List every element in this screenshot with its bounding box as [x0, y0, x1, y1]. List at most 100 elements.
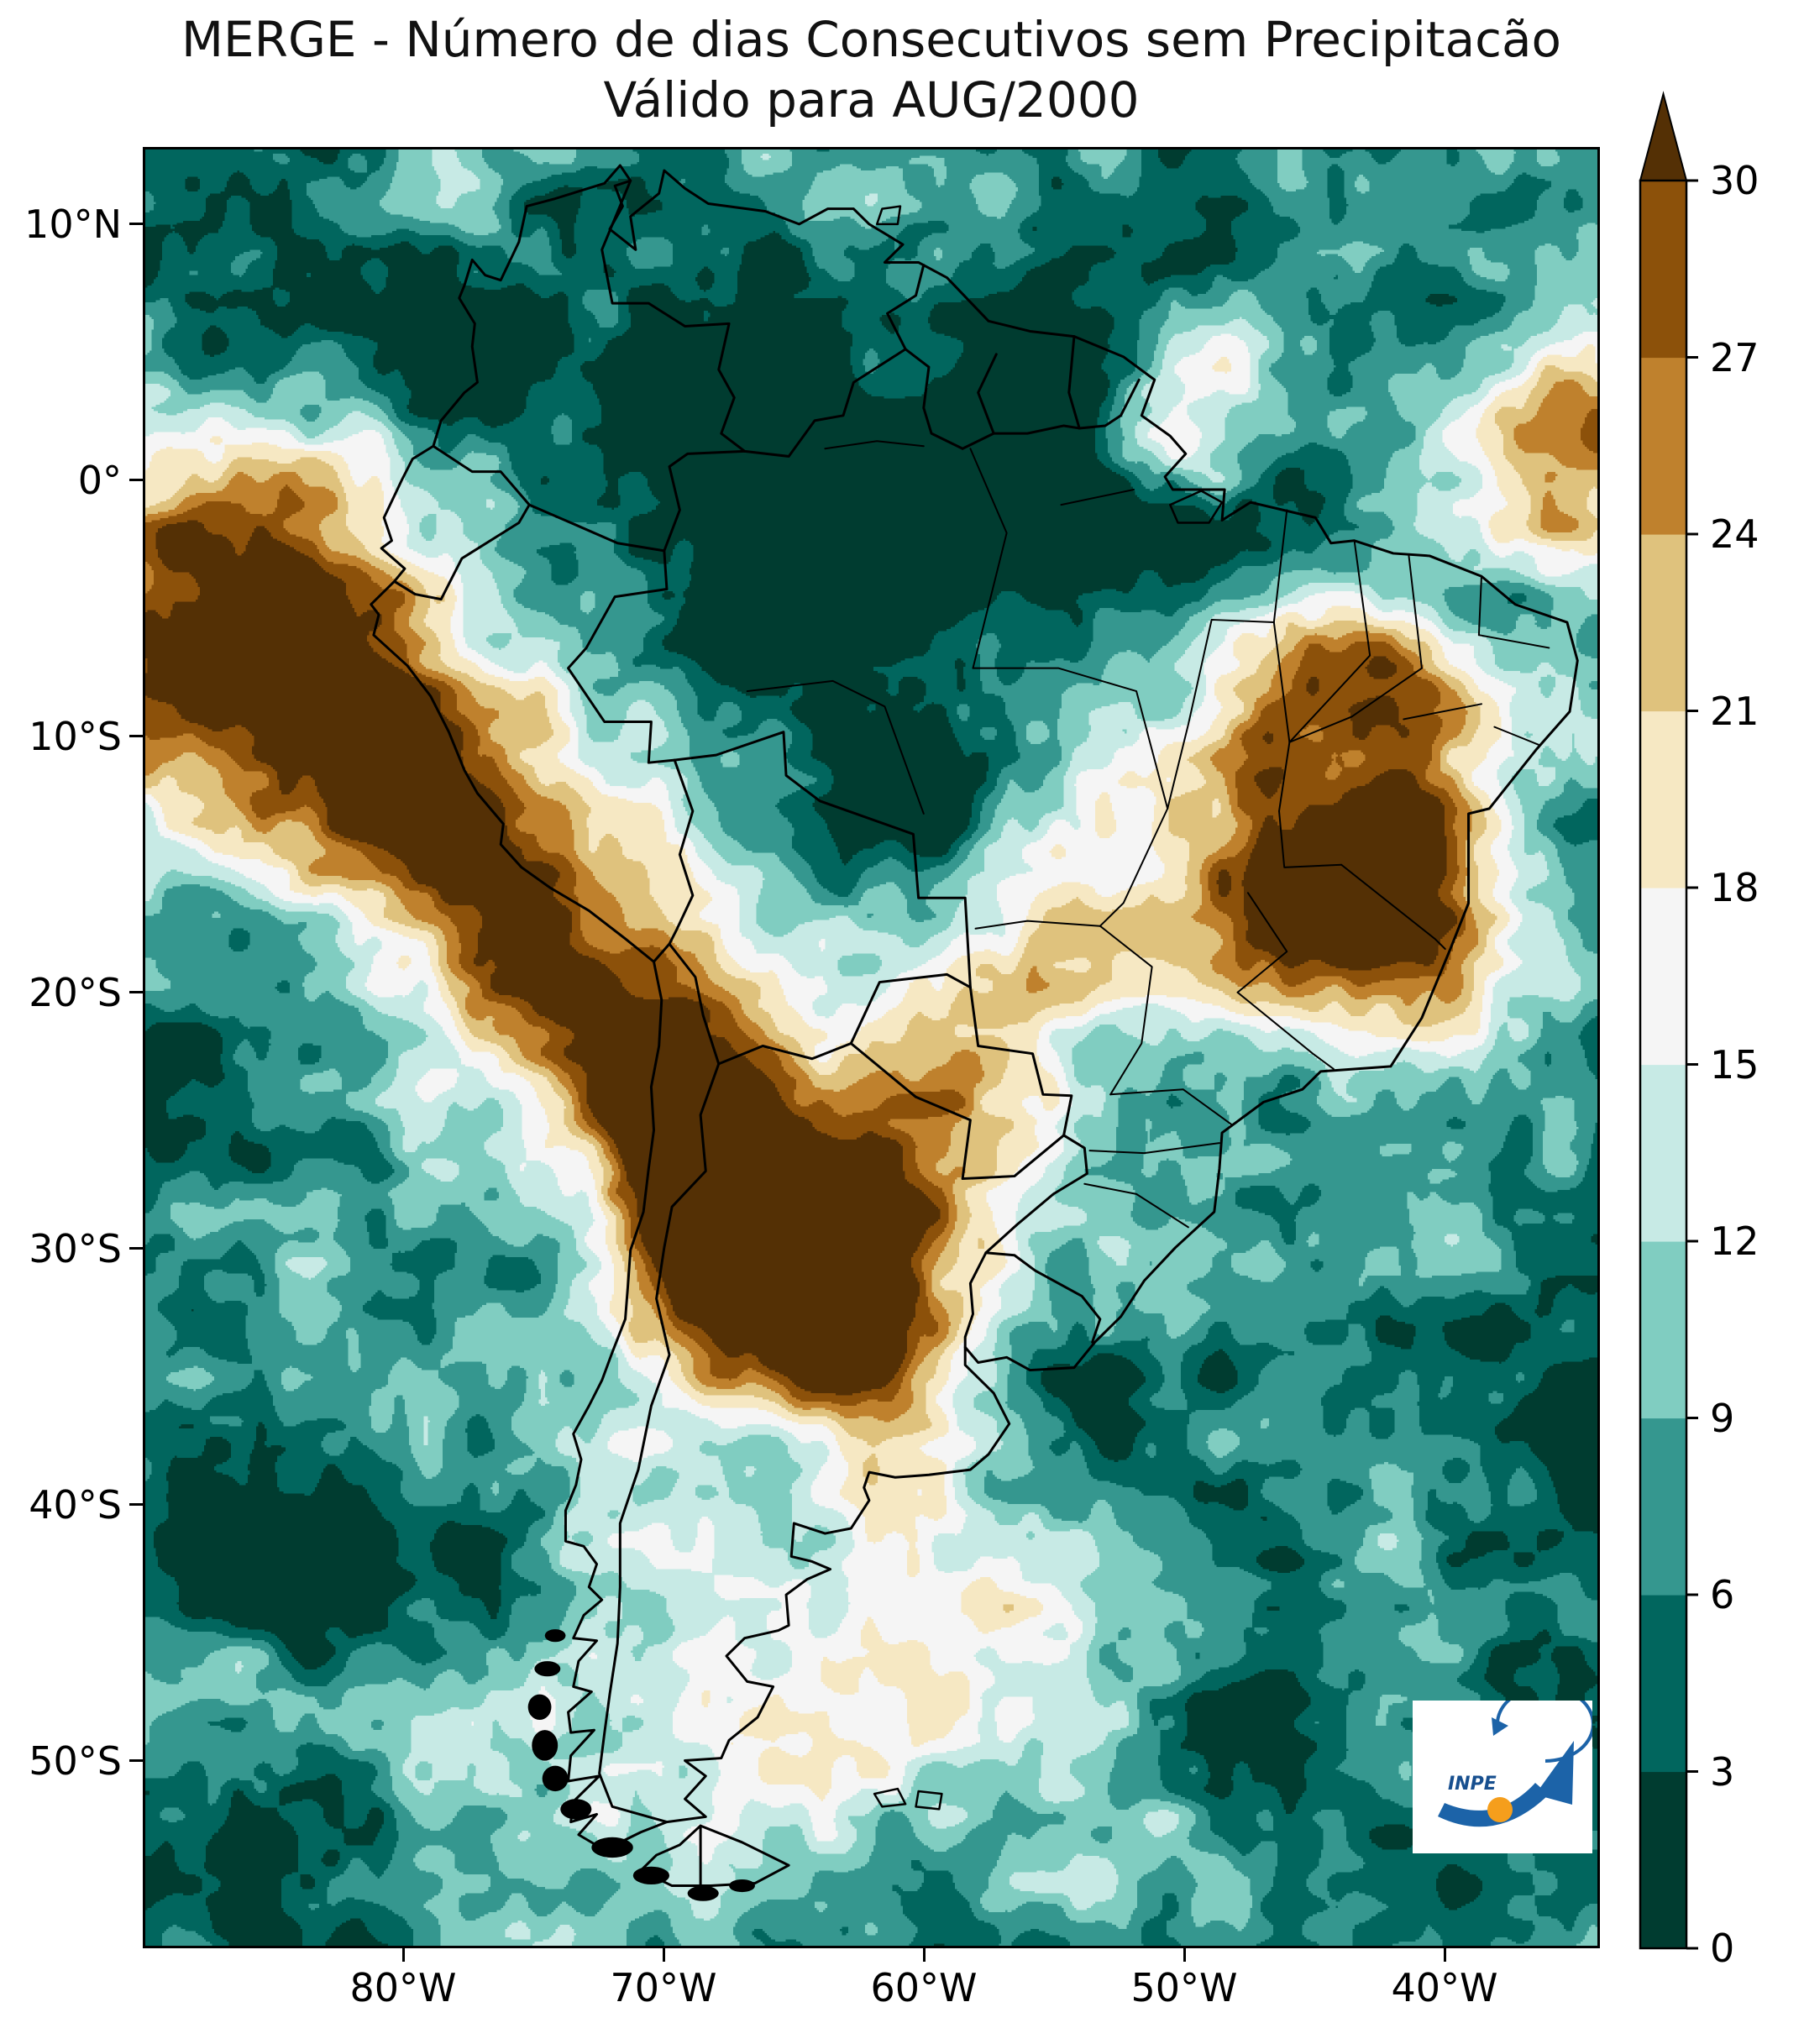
x-tick-mark: [1183, 1948, 1186, 1962]
border-line: [668, 942, 721, 1066]
y-tick-label: 10°S: [29, 713, 122, 759]
y-tick-mark: [129, 1503, 143, 1506]
border-line: [1477, 634, 1550, 649]
border-line: [1099, 807, 1169, 927]
logo-text: INPE: [1448, 1774, 1497, 1795]
x-tick-label: 50°W: [1130, 1965, 1238, 2010]
fjord-island: [534, 1661, 561, 1677]
y-tick-mark: [129, 735, 143, 737]
x-tick-label: 40°W: [1391, 1965, 1498, 2010]
logo-swoosh-arrow-shaft: [1438, 1783, 1549, 1827]
border-line: [653, 758, 695, 963]
colorbar-segment: [1640, 1771, 1686, 1949]
border-line: [1083, 1182, 1189, 1229]
colorbar-extend-arrow: [1639, 91, 1688, 181]
y-tick-mark: [129, 1759, 143, 1762]
border-line: [1236, 892, 1288, 993]
border-line: [432, 444, 531, 506]
colorbar-segment: [1640, 357, 1686, 535]
border-line: [1167, 618, 1213, 810]
fjord-island: [729, 1879, 755, 1893]
x-tick-mark: [1443, 1948, 1446, 1962]
logo-orbit-arrowhead: [1492, 1717, 1508, 1736]
y-tick-mark: [129, 991, 143, 993]
border-line: [567, 587, 676, 764]
y-tick-label: 10°N: [24, 201, 122, 247]
x-tick-label: 70°W: [610, 1965, 717, 2010]
fjord-island: [532, 1730, 559, 1761]
border-line: [984, 1251, 1102, 1344]
border-line: [968, 986, 1073, 1137]
chart-title: MERGE - Número de dias Consecutivos sem …: [181, 11, 1562, 68]
border-line: [974, 920, 1101, 930]
border-line: [673, 731, 972, 989]
border-line: [1278, 810, 1343, 868]
logo-swoosh-arrowhead: [1535, 1741, 1574, 1805]
colorbar-tick-label: 27: [1710, 334, 1759, 380]
border-line: [963, 1251, 988, 1349]
logo-orbit-arc: [1495, 1685, 1595, 1763]
border-line: [1477, 575, 1482, 637]
border-line: [824, 440, 925, 450]
fjord-island: [542, 1765, 569, 1792]
border-line: [370, 164, 1579, 1852]
colorbar-segment: [1640, 1241, 1686, 1419]
logo-orange-dot: [1487, 1797, 1513, 1822]
border-line: [849, 1042, 1066, 1181]
border-line: [743, 348, 907, 458]
border-line: [984, 1134, 1088, 1255]
border-line: [1288, 539, 1371, 743]
border-line: [1403, 703, 1482, 721]
border-line: [961, 424, 1081, 450]
colorbar-tick-label: 18: [1710, 865, 1759, 910]
border-line: [873, 1787, 907, 1808]
x-tick-label: 80°W: [349, 1965, 457, 2010]
colorbar-tick-label: 3: [1710, 1748, 1735, 1795]
border-line: [1088, 1142, 1220, 1155]
border-line: [600, 179, 747, 453]
fjord-island: [527, 1694, 552, 1720]
border-line: [1060, 489, 1135, 506]
colorbar-tick-label: 6: [1710, 1572, 1735, 1617]
border-line: [1109, 1088, 1234, 1126]
fjord-island: [544, 1629, 566, 1643]
colorbar-tick-label: 0: [1710, 1926, 1735, 1971]
fjord-island: [560, 1799, 592, 1820]
fjord-island: [632, 1866, 670, 1885]
border-line: [1272, 509, 1288, 624]
y-tick-mark: [129, 479, 143, 481]
colorbar-segment: [1640, 888, 1686, 1066]
border-line: [393, 503, 531, 601]
y-tick-mark: [129, 1247, 143, 1250]
border-line: [717, 1042, 852, 1066]
border-line: [1210, 618, 1275, 624]
y-tick-mark: [129, 223, 143, 225]
border-line: [904, 348, 964, 450]
colorbar-segment: [1640, 1595, 1686, 1773]
colorbar-tick-label: 24: [1710, 511, 1759, 557]
y-tick-label: 30°S: [29, 1225, 122, 1271]
x-tick-mark: [401, 1948, 405, 1962]
y-tick-label: 0°: [77, 457, 122, 503]
colorbar-tick-label: 9: [1710, 1395, 1735, 1441]
dry-days-field-raster: [145, 149, 1597, 1946]
colorbar-tick-label: 21: [1710, 688, 1759, 734]
x-tick-label: 60°W: [870, 1965, 978, 2010]
border-line: [1408, 554, 1423, 669]
chart-subtitle: Válido para AUG/2000: [603, 71, 1140, 128]
border-line: [598, 1062, 721, 1824]
border-line: [875, 205, 902, 226]
y-tick-label: 50°S: [29, 1737, 122, 1784]
x-tick-mark: [662, 1948, 665, 1962]
colorbar-segment: [1640, 1064, 1686, 1242]
x-tick-mark: [922, 1948, 926, 1962]
border-line: [1340, 863, 1446, 951]
border-line: [1099, 925, 1153, 1096]
border-line: [1067, 335, 1081, 430]
border-line: [1169, 490, 1224, 524]
border-line: [886, 264, 926, 351]
border-line: [639, 1824, 790, 1888]
border-line: [746, 679, 925, 815]
colorbar-segment: [1640, 534, 1686, 712]
